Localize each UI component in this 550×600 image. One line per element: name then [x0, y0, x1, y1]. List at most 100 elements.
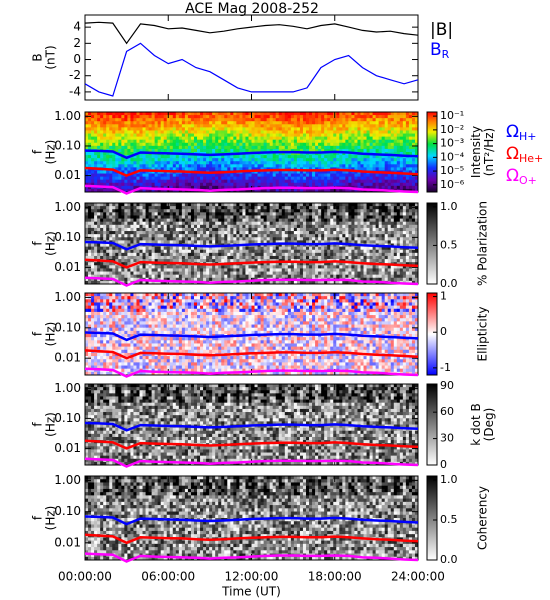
spectrogram-cell — [139, 246, 143, 251]
spectrogram-cell — [290, 142, 295, 147]
spectrogram-cell — [130, 167, 134, 171]
spectrogram-cell — [327, 255, 331, 260]
spectrogram-cell — [405, 130, 410, 134]
spectrogram-cell — [187, 179, 192, 184]
spectrogram-cell — [151, 170, 156, 174]
spectrogram-cell — [218, 249, 222, 254]
spectrogram-cell — [375, 158, 380, 162]
spectrogram-cell — [197, 173, 201, 178]
spectrogram-cell — [287, 215, 292, 219]
spectrogram-cell — [178, 136, 183, 141]
spectrogram-cell — [236, 161, 240, 165]
spectrogram-cell — [115, 136, 119, 141]
spectrogram-cell — [112, 246, 116, 251]
spectrogram-cell — [402, 133, 407, 138]
spectrogram-cell — [85, 221, 89, 226]
spectrogram-cell — [197, 164, 201, 168]
spectrogram-cell — [290, 243, 295, 248]
spectrogram-cell — [269, 243, 274, 248]
spectrogram-cell — [115, 124, 119, 128]
spectrogram-cell — [227, 139, 231, 144]
spectrogram-cell — [88, 158, 92, 162]
spectrogram-cell — [393, 246, 398, 251]
spectrogram-cell — [248, 203, 252, 207]
spectrogram-cell — [169, 142, 174, 147]
spectrogram-cell — [263, 155, 268, 159]
spectrogram-cell — [233, 127, 237, 131]
spectrogram-cell — [148, 259, 152, 263]
spectrogram-cell — [287, 255, 292, 260]
spectrogram-cell — [339, 112, 343, 116]
spectrogram-cell — [342, 118, 346, 122]
spectrogram-cell — [88, 127, 92, 131]
spectrogram-cell — [248, 158, 252, 162]
spectrogram-cell — [366, 240, 370, 244]
spectrogram-cell — [315, 164, 319, 168]
spectrogram-cell — [91, 224, 95, 229]
spectrogram-cell — [363, 179, 367, 184]
spectrogram-cell — [309, 182, 313, 187]
spectrogram-cell — [112, 243, 116, 248]
spectrogram-cell — [266, 118, 271, 122]
spectrogram-cell — [366, 176, 370, 181]
spectrogram-cell — [408, 234, 413, 238]
spectrogram-cell — [263, 237, 268, 241]
spectrogram-cell — [239, 161, 243, 165]
spectrogram-cell — [390, 148, 395, 153]
spectrogram-cell — [411, 203, 416, 207]
spectrogram-cell — [139, 252, 143, 257]
spectrogram-cell — [357, 188, 361, 193]
spectrogram-cell — [115, 130, 119, 134]
spectrogram-cell — [408, 170, 413, 174]
spectrogram-cell — [333, 249, 337, 254]
spectrogram-cell — [272, 139, 277, 144]
spectrogram-cell — [227, 255, 231, 260]
spectrogram-cell — [324, 249, 328, 254]
spectrogram-cell — [85, 142, 89, 147]
spectrogram-cell — [178, 121, 183, 125]
spectrogram-cell — [130, 115, 134, 119]
spectrogram-cell — [169, 161, 174, 165]
spectrogram-cell — [203, 155, 207, 159]
spectrogram-cell — [181, 124, 186, 128]
spectrogram-cell — [100, 118, 104, 122]
spectrogram-cell — [254, 259, 258, 263]
spectrogram-cell — [396, 221, 401, 226]
spectrogram-cell — [145, 221, 149, 226]
spectrogram-cell — [275, 252, 280, 257]
spectrogram-cell — [193, 158, 198, 162]
spectrogram-cell — [411, 218, 416, 223]
spectrogram-cell — [145, 182, 149, 187]
spectrogram-cell — [284, 209, 289, 213]
spectrogram-cell — [218, 155, 222, 159]
spectrogram-cell — [121, 237, 125, 241]
spectrogram-cell — [103, 118, 107, 122]
spectrogram-cell — [166, 130, 171, 134]
spectrogram-cell — [339, 170, 343, 174]
spectrogram-cell — [348, 170, 352, 174]
spectrogram-cell — [103, 142, 107, 147]
spectrogram-cell — [139, 118, 143, 122]
spectrogram-cell — [206, 127, 210, 131]
spectrogram-cell — [118, 185, 122, 190]
spectrogram-cell — [236, 127, 240, 131]
spectrogram-cell — [181, 142, 186, 147]
spectrogram-cell — [242, 240, 246, 244]
spectrogram-cell — [209, 259, 213, 263]
spectrogram-cell — [315, 148, 319, 153]
spectrogram-cell — [160, 206, 165, 210]
spectrogram-cell — [160, 182, 165, 187]
spectrogram-cell — [209, 209, 213, 213]
spectrogram-cell — [272, 215, 277, 219]
spectrogram-cell — [281, 203, 286, 207]
spectrogram-cell — [97, 206, 101, 210]
spectrogram-cell — [151, 112, 156, 116]
spectrogram-cell — [151, 240, 156, 244]
spectrogram-cell — [399, 212, 404, 216]
spectrogram-cell — [315, 170, 319, 174]
spectrogram-cell — [148, 164, 152, 168]
spectrogram-cell — [172, 145, 177, 150]
spectrogram-cell — [384, 224, 389, 229]
spectrogram-cell — [121, 142, 125, 147]
spectrogram-cell — [175, 145, 180, 150]
